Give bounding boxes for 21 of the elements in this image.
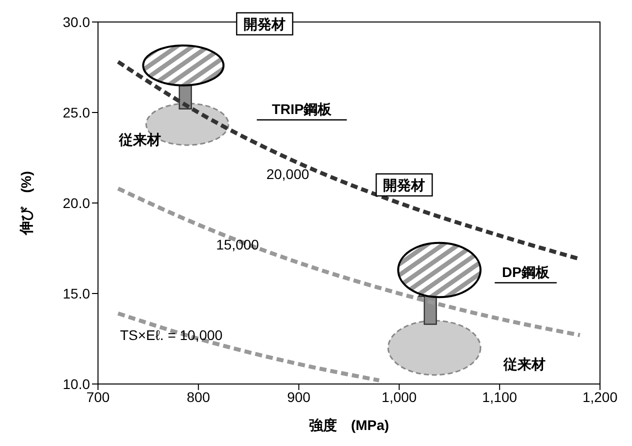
annotation: 15,000 bbox=[216, 236, 260, 253]
y-tick-label: 25.0 bbox=[62, 104, 90, 120]
annotation: 従来材 bbox=[502, 356, 546, 372]
x-tick-label: 1,000 bbox=[382, 388, 417, 405]
x-tick-label: 900 bbox=[287, 388, 311, 405]
x-tick-label: 800 bbox=[186, 388, 210, 405]
y-tick-label: 30.0 bbox=[62, 14, 90, 30]
y-axis-title: 伸び (%) bbox=[18, 171, 34, 236]
annotation: 開発材 bbox=[383, 176, 426, 193]
x-axis-title: 強度 (MPa) bbox=[308, 417, 390, 433]
x-tick-label: 1,100 bbox=[482, 388, 518, 405]
line-series bbox=[116, 311, 382, 382]
annotation: 開発材 bbox=[244, 16, 286, 32]
annotation: TRIP鋼板 bbox=[272, 100, 333, 117]
annotation: TS×Eℓ. = 10,000 bbox=[120, 327, 223, 344]
y-tick-label: 15.0 bbox=[62, 285, 90, 302]
y-tick-label: 20.0 bbox=[62, 194, 90, 211]
annotation: DP鋼板 bbox=[502, 264, 550, 280]
annotation: 20,000 bbox=[266, 166, 310, 182]
x-tick-label: 1,200 bbox=[582, 388, 618, 405]
annotation: 従来材 bbox=[118, 132, 162, 148]
